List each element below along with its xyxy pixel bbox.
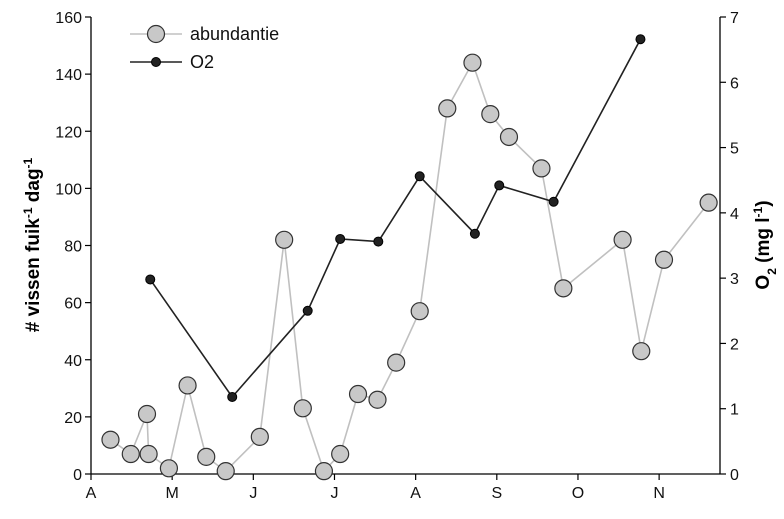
y-left-tick-label: 80	[64, 239, 82, 256]
x-tick-label: A	[410, 485, 421, 502]
data-point-abundantie	[348, 384, 368, 404]
data-point-abundantie	[121, 444, 140, 464]
data-point-abundantie	[137, 404, 157, 424]
y-left-tick-label: 100	[55, 181, 82, 198]
data-point-abundantie	[632, 342, 651, 361]
data-point-o2	[635, 34, 646, 45]
y-left-title-main: # vissen fuik	[23, 218, 44, 332]
data-point-abundantie	[250, 427, 269, 446]
y-left-title-sup1: -1	[21, 207, 35, 218]
y-left-title-sup2: -1	[21, 157, 35, 168]
y-left-tick-label: 60	[64, 296, 82, 313]
data-point-abundantie	[331, 444, 350, 464]
y-right-title-main: O	[753, 275, 774, 290]
data-point-abundantie	[410, 302, 429, 321]
data-point-o2	[302, 305, 313, 316]
x-tick-label: J	[249, 485, 257, 502]
data-point-abundantie	[438, 99, 457, 118]
data-point-abundantie	[499, 127, 519, 147]
legend-o2-marker	[151, 57, 161, 67]
data-point-abundantie	[699, 193, 718, 212]
y-right-title-sub: 2	[765, 268, 779, 275]
data-point-o2	[373, 236, 384, 247]
data-point-o2	[548, 196, 559, 207]
data-point-abundantie	[293, 399, 312, 418]
data-point-o2	[469, 228, 480, 239]
data-point-abundantie	[178, 376, 197, 395]
left-axis-ticks: 0 20 40 60 80 100 120 140 160	[55, 10, 91, 484]
x-tick-label: A	[86, 485, 97, 502]
data-point-o2	[227, 391, 238, 402]
legend-abundantie-label: abundantie	[190, 24, 279, 44]
y-right-title-mid: (mg l	[753, 217, 774, 268]
legend-o2-label: O2	[190, 52, 214, 72]
data-point-abundantie	[481, 105, 500, 124]
series-line-abundantie	[110, 60, 710, 473]
y-right-title-sup: -1	[751, 206, 765, 217]
y-left-tick-label: 140	[55, 67, 82, 84]
x-tick-label: J	[330, 485, 338, 502]
y-right-tick-label: 3	[730, 271, 739, 288]
legend: abundantie O2	[130, 24, 279, 72]
data-point-abundantie	[368, 390, 387, 409]
series-line-o2	[149, 38, 642, 399]
x-tick-label: N	[653, 485, 665, 502]
data-point-abundantie	[139, 444, 158, 464]
data-point-o2	[494, 180, 505, 191]
y-left-tick-label: 0	[73, 467, 82, 484]
data-point-abundantie	[314, 462, 334, 481]
legend-abundantie-marker	[146, 24, 166, 44]
x-tick-label: O	[572, 485, 584, 502]
data-point-abundantie	[532, 159, 551, 178]
data-point-abundantie	[216, 462, 235, 481]
data-point-abundantie	[463, 53, 482, 72]
y-right-tick-label: 2	[730, 336, 739, 353]
data-point-o2	[335, 233, 346, 244]
x-tick-label: S	[491, 485, 502, 502]
y-left-axis-title: # vissen fuik-1 dag-1	[21, 157, 44, 332]
y-right-tick-label: 4	[730, 206, 739, 223]
data-point-abundantie	[101, 430, 120, 449]
y-right-title-end: )	[753, 200, 774, 206]
y-right-tick-label: 5	[730, 141, 739, 158]
y-right-tick-label: 6	[730, 75, 739, 92]
y-right-axis-title: O2 (mg l-1)	[751, 200, 779, 289]
x-tick-label: M	[165, 485, 178, 502]
data-point-abundantie	[275, 230, 294, 249]
data-point-o2	[145, 274, 156, 285]
series-layer	[101, 34, 718, 481]
y-left-tick-label: 40	[64, 353, 82, 370]
data-point-o2	[414, 171, 425, 182]
data-point-abundantie	[159, 459, 179, 478]
y-right-tick-label: 0	[730, 467, 739, 484]
y-right-tick-label: 1	[730, 402, 739, 419]
data-point-abundantie	[613, 230, 632, 249]
y-left-tick-label: 120	[55, 124, 82, 141]
right-axis-ticks: 0 1 2 3 4 5 6 7	[720, 10, 739, 484]
data-point-abundantie	[197, 447, 216, 466]
y-left-tick-label: 20	[64, 410, 82, 427]
data-point-abundantie	[654, 250, 674, 269]
data-point-abundantie	[554, 279, 573, 298]
y-left-title-mid: dag	[23, 168, 44, 207]
data-point-abundantie	[387, 353, 406, 372]
y-right-tick-label: 7	[730, 10, 739, 27]
y-left-tick-label: 160	[55, 10, 82, 27]
